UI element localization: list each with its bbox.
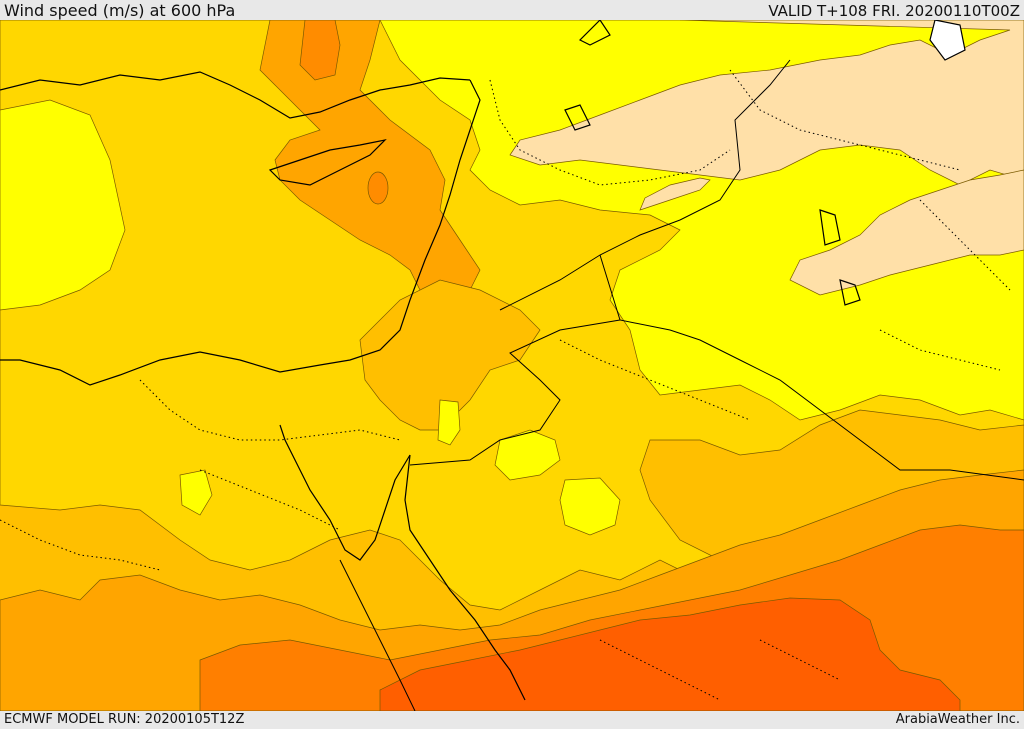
field-dark-orange-north [299,20,341,81]
map-title: Wind speed (m/s) at 600 hPa [4,1,236,20]
field-dark-orange-spot [367,171,389,205]
valid-time: VALID T+108 FRI. 20200110T00Z [768,2,1020,20]
field-amber-jordan [359,279,541,431]
wind-speed-map [0,20,1024,711]
credit: ArabiaWeather Inc. [895,712,1020,727]
field-yellow-blob-2 [559,477,621,536]
map-footer: ECMWF MODEL RUN: 20200105T12Z ArabiaWeat… [0,711,1024,729]
map-header: Wind speed (m/s) at 600 hPa VALID T+108 … [0,0,1024,20]
model-run: ECMWF MODEL RUN: 20200105T12Z [4,712,245,727]
field-red-orange [379,597,961,711]
borders [0,69,1011,701]
field-orange-levant [259,20,481,301]
field-light-small [639,177,711,211]
map-canvas [0,20,1024,711]
field-yellow-west [0,99,126,311]
field-light-ne [509,20,1024,186]
field-yellow-blob-3 [437,399,461,446]
coastlines [0,20,966,701]
solid-borders [339,59,1024,711]
